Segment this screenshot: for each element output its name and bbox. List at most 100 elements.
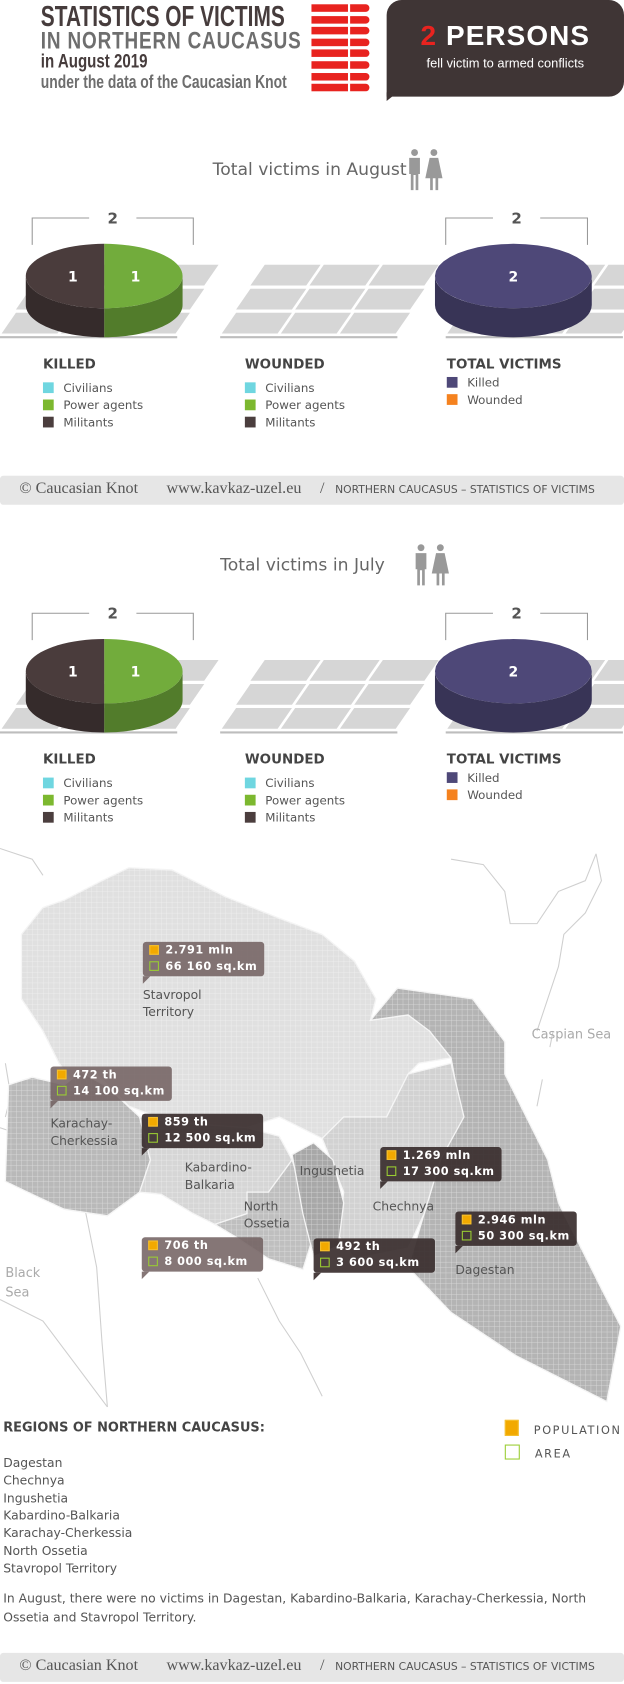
legend-label: Civilians (63, 776, 113, 791)
pie-value-label: 1 (68, 665, 78, 681)
note-text: In August, there were no victims in Dage… (3, 1590, 587, 1625)
legend-label: Militants (63, 415, 114, 430)
population-row: 2.946 mln (461, 1213, 547, 1227)
region-list-item: Chechnya (3, 1472, 65, 1488)
region-list-item: Kabardino-Balkaria (3, 1507, 120, 1523)
grid-cell (250, 659, 321, 681)
legend-item-wounded: Wounded (446, 393, 523, 408)
population-icon (386, 1150, 397, 1160)
legend-label: Killed (467, 771, 500, 786)
pie-value-label: 1 (131, 665, 141, 681)
legend-item-power-agents: Power agents (244, 398, 345, 412)
legend-heading: TOTAL VICTIMS (446, 355, 562, 372)
population-value: 859 th (164, 1115, 209, 1129)
region-label: Stavropol Territory (142, 987, 202, 1020)
footer-url[interactable]: www.kavkaz-uzel.eu (166, 480, 302, 498)
title-line-1: STATISTICS OF VICTIMS (40, 0, 285, 33)
map (0, 847, 622, 1408)
title-line-4: under the data of the Caucasian Knot (40, 71, 287, 93)
legend-heading: KILLED (42, 750, 96, 767)
region-label: Kabardino- Balkaria (184, 1159, 252, 1193)
area-row: 12 500 sq.km (148, 1132, 256, 1145)
region-label: Dagestan (455, 1261, 515, 1277)
badge-headline: 2 PERSONS (387, 19, 624, 52)
region-label: Karachay- Cherkessia (50, 1115, 118, 1149)
region-stats-callout[interactable]: 706 th 8 000 sq.km (141, 1237, 264, 1280)
legend-label: Power agents (63, 793, 144, 808)
population-icon (461, 1214, 472, 1225)
grid-cell (594, 659, 624, 681)
legend-swatch (244, 382, 256, 394)
footer-separator: / (320, 480, 325, 498)
area-icon (320, 1257, 330, 1268)
legend-label: Wounded (467, 393, 523, 408)
region-stats-callout[interactable]: 492 th 3 600 sq.km (313, 1238, 435, 1281)
legend-label: Wounded (467, 788, 523, 803)
grid-cell (280, 312, 352, 334)
legend-label: Militants (63, 810, 114, 825)
legend-swatch (244, 416, 256, 428)
badge-caption: fell victim to armed conflicts (426, 55, 585, 71)
area-value: 66 160 sq.km (165, 960, 258, 974)
badge-number: 2 (420, 19, 438, 52)
legend-label: Civilians (265, 776, 315, 791)
legend-label: Civilians (63, 381, 113, 396)
legend-swatch (244, 399, 256, 411)
region-stats-callout[interactable]: 1.269 mln 17 300 sq.km (380, 1147, 502, 1189)
footer-caption: NORTHERN CAUCASUS – STATISTICS OF VICTIM… (335, 484, 595, 497)
chart-total-label: 2 (108, 605, 118, 623)
footer-separator: / (320, 1657, 325, 1675)
total-bracket (445, 217, 589, 245)
title-line-3: in August 2019 (40, 50, 148, 72)
total-bracket (445, 612, 589, 641)
region-stats-callout[interactable]: 2.946 mln 50 300 sq.km (455, 1211, 577, 1254)
bullet (311, 15, 378, 24)
population-value: 2.791 mln (165, 944, 234, 957)
area-value: 14 100 sq.km (73, 1084, 165, 1098)
population-icon (320, 1241, 330, 1252)
pie-slice (104, 639, 183, 704)
legend-item-civilians: Civilians (244, 776, 315, 791)
population-value: 1.269 mln (402, 1149, 471, 1163)
region-label: Chechnya (372, 1198, 435, 1214)
area-row: 8 000 sq.km (148, 1255, 248, 1269)
victims-badge: 2 PERSONS fell victim to armed conflicts (386, 0, 624, 97)
chart-total-label: 2 (511, 605, 521, 623)
region-stats-callout[interactable]: 2.791 mln 66 160 sq.km (142, 941, 265, 984)
legend-area: AREA (504, 1444, 572, 1461)
chart-total-label: 2 (108, 209, 118, 227)
legend-area-label: AREA (534, 1447, 572, 1461)
region-list-item: Dagestan (3, 1455, 63, 1471)
bullet (311, 49, 378, 58)
legend-swatch (42, 416, 54, 428)
population-value: 2.946 mln (477, 1213, 547, 1227)
legend-item-power-agents: Power agents (42, 398, 144, 413)
footer-url[interactable]: www.kavkaz-uzel.eu (166, 1657, 302, 1675)
grid-cell (354, 683, 425, 705)
region-stats-callout[interactable]: 859 th 12 500 sq.km (141, 1113, 264, 1156)
title-line-2: IN NORTHERN CAUCASUS (40, 26, 302, 54)
chart-base-grid (220, 659, 439, 734)
legend-heading: KILLED (42, 355, 96, 372)
caspian-sea-label: Caspian Sea (531, 1026, 612, 1042)
legend-label: Power agents (63, 398, 144, 413)
legend-heading: WOUNDED (244, 750, 325, 767)
grid-cell (368, 264, 439, 286)
section-title: Total victims in August (212, 158, 407, 180)
legend-population-label: POPULATION (533, 1424, 622, 1438)
legend-swatch (42, 777, 54, 789)
population-value: 706 th (164, 1239, 209, 1253)
people-icon (409, 149, 443, 191)
bullets-icon (311, 4, 378, 95)
grid-cell (354, 288, 425, 310)
area-row: 14 100 sq.km (56, 1084, 165, 1098)
badge-tail (386, 92, 398, 101)
region-list-item: Karachay-Cherkessia (3, 1525, 133, 1541)
pie-slice-side (104, 276, 183, 338)
area-value: 8 000 sq.km (164, 1255, 248, 1269)
pie-slice-side (434, 276, 592, 338)
region-stats-callout[interactable]: 472 th 14 100 sq.km (50, 1066, 172, 1109)
area-value: 12 500 sq.km (164, 1131, 257, 1145)
grid-cell (236, 288, 307, 310)
bullet (311, 72, 378, 81)
